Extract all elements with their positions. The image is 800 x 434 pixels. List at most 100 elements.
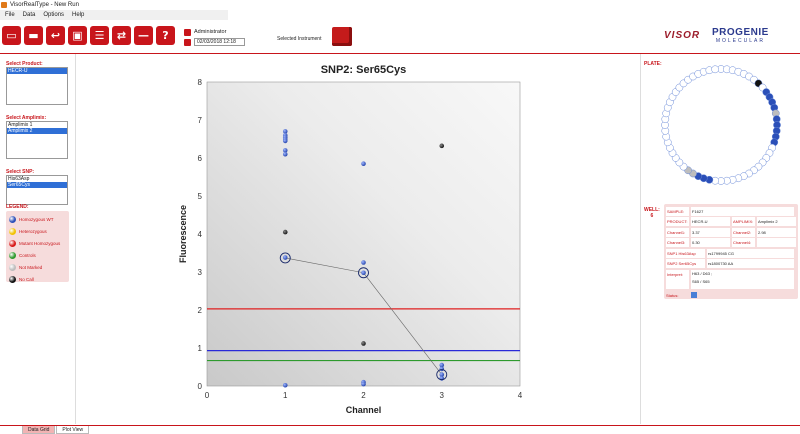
highlighted-point-ring bbox=[279, 252, 291, 264]
snp-item-2[interactable]: Ser65Cys bbox=[7, 182, 67, 188]
data-point bbox=[282, 138, 288, 144]
visor-logo: VISOR bbox=[664, 30, 701, 41]
amplimix-label: AMPLIMIX: bbox=[732, 217, 755, 227]
interpret-value: H63 / D63 ; S65 / S65 bbox=[691, 270, 794, 289]
data-point bbox=[439, 362, 445, 368]
y-tick-label: 6 bbox=[198, 154, 203, 163]
legend-item-label: Homozygous WT bbox=[19, 216, 54, 222]
highlighted-point-ring bbox=[358, 267, 369, 279]
data-point bbox=[361, 260, 366, 265]
report-button[interactable]: ☰ bbox=[90, 26, 109, 45]
well-number: 6 bbox=[650, 213, 654, 219]
status-icon[interactable] bbox=[691, 292, 697, 299]
data-point bbox=[282, 148, 288, 153]
legend-item-label: No Call bbox=[19, 276, 34, 282]
open-folder-button[interactable]: ▬ bbox=[24, 26, 43, 45]
product-value: HECR-U bbox=[691, 217, 730, 227]
legend-item-label: Heterozygous bbox=[19, 228, 47, 234]
interpret-label: Interpret: bbox=[666, 270, 689, 289]
snp-list[interactable]: His63Asp Ser65Cys bbox=[6, 175, 68, 205]
save-button[interactable]: ▣ bbox=[68, 26, 87, 45]
well-label: WELL: bbox=[644, 207, 660, 213]
legend-dot-icon bbox=[9, 251, 16, 259]
amplimix-value: Amplimix 2 bbox=[757, 217, 796, 227]
amplimix-item-2[interactable]: Amplimix 2 bbox=[7, 128, 67, 134]
channel2-value: 2.98 bbox=[757, 227, 796, 237]
calendar-icon[interactable] bbox=[184, 38, 191, 46]
chart-title: SNP2: Ser65Cys bbox=[321, 64, 407, 76]
data-point bbox=[361, 381, 366, 387]
legend-item-label: Not Marked bbox=[19, 264, 43, 270]
x-tick-label: 0 bbox=[205, 391, 210, 400]
legend-label: LEGEND: bbox=[6, 204, 29, 210]
product-label: PRODUCT: bbox=[666, 217, 689, 227]
well-label-box: WELL: 6 bbox=[644, 207, 660, 219]
legend-box: Homozygous WT Heterozygous Mutant Homozygo… bbox=[6, 211, 69, 285]
plate-wheel[interactable] bbox=[641, 59, 800, 204]
interpret-line1: H63 / D63 ; bbox=[692, 271, 713, 276]
x-tick-label: 1 bbox=[283, 391, 288, 400]
data-point bbox=[282, 129, 288, 134]
legend-item: Mutant Homozygous bbox=[9, 237, 66, 249]
menu-data[interactable]: Data bbox=[22, 12, 36, 18]
amplimix-item-1[interactable]: Amplimix 1 bbox=[8, 122, 33, 128]
data-point bbox=[361, 341, 366, 346]
tab-plot-view[interactable]: Plot View bbox=[56, 426, 90, 434]
refresh-button[interactable]: ⇄ bbox=[112, 26, 131, 45]
data-point bbox=[439, 372, 445, 377]
y-tick-label: 0 bbox=[198, 382, 203, 391]
new-run-button[interactable]: ▭ bbox=[2, 26, 21, 45]
plot-background bbox=[206, 81, 521, 387]
plate-label: PLATE: bbox=[644, 61, 662, 67]
data-point bbox=[439, 143, 445, 149]
right-panel: PLATE: WELL: 6 SAMPLE: F1627 PRODUCT: HECR-… bbox=[640, 54, 800, 424]
app-icon bbox=[1, 2, 7, 8]
remove-button[interactable]: — bbox=[134, 26, 153, 45]
product-item[interactable]: HECR-U bbox=[7, 68, 67, 74]
legend-dot-icon bbox=[9, 275, 16, 283]
status-label: Status: bbox=[666, 292, 679, 298]
toolbar: ▭ ▬ ↩ ▣ ☰ ⇄ —? bbox=[0, 23, 175, 49]
menu-bar: File Data Options Help bbox=[0, 10, 228, 20]
x-tick-label: 3 bbox=[440, 391, 445, 400]
user-icon bbox=[184, 28, 191, 36]
product-list[interactable]: HECR-U bbox=[6, 67, 68, 105]
x-tick-label: 4 bbox=[518, 391, 523, 400]
select-product-label: Select Product: bbox=[6, 61, 43, 67]
x-tick-label: 2 bbox=[361, 391, 366, 400]
highlighted-point-ring bbox=[436, 369, 448, 381]
legend-item: No Call bbox=[9, 273, 66, 285]
menu-file[interactable]: File bbox=[5, 12, 15, 18]
data-point bbox=[439, 366, 445, 372]
plate-well[interactable] bbox=[711, 65, 719, 74]
legend-dot-icon bbox=[9, 227, 16, 235]
instrument-icon[interactable] bbox=[332, 27, 352, 46]
y-tick-label: 8 bbox=[198, 78, 203, 87]
window-title-bar: VisorRealType - New Run bbox=[0, 0, 800, 10]
snp-item-1[interactable]: His63Asp bbox=[8, 176, 30, 182]
x-axis-label: Channel bbox=[346, 405, 382, 415]
data-point bbox=[282, 151, 288, 157]
y-tick-label: 2 bbox=[198, 306, 203, 315]
date-field[interactable]: 02/03/2018 12:18 bbox=[194, 38, 245, 46]
y-axis-label: Fluorescence bbox=[178, 205, 188, 263]
window-title: VisorRealType - New Run bbox=[10, 2, 79, 8]
channel4-label: Channel4: bbox=[732, 238, 755, 248]
help-button[interactable]: ? bbox=[156, 26, 175, 45]
legend-item: Not Marked bbox=[9, 261, 66, 273]
legend-dot-icon bbox=[9, 215, 16, 223]
user-box: Administrator 02/03/2018 12:18 bbox=[184, 27, 245, 47]
legend-item-label: Mutant Homozygous bbox=[19, 240, 61, 246]
tab-data-grid[interactable]: Data Grid bbox=[22, 426, 56, 434]
data-point bbox=[282, 382, 288, 388]
amplimix-list[interactable]: Amplimix 1 Amplimix 2 bbox=[6, 121, 68, 159]
legend-item: Homozygous WT bbox=[9, 213, 66, 225]
channel3-value: 0.30 bbox=[691, 238, 730, 248]
menu-options[interactable]: Options bbox=[43, 12, 65, 18]
legend-item-label: Controls bbox=[19, 252, 36, 258]
select-amplimix-label: Select Amplimix: bbox=[6, 115, 47, 121]
y-tick-label: 3 bbox=[198, 268, 203, 277]
menu-help[interactable]: Help bbox=[72, 12, 85, 18]
import-button[interactable]: ↩ bbox=[46, 26, 65, 45]
progenie-logo-text: PROGENIE bbox=[712, 27, 769, 38]
